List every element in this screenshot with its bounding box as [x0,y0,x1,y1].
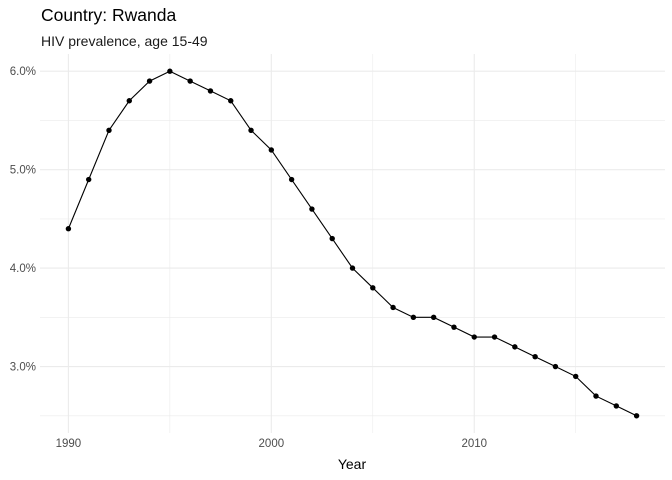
data-series [65,68,640,419]
data-point [86,176,92,183]
data-point [430,314,437,321]
data-point [146,78,153,84]
y-tick-label: 6.0% [10,66,36,78]
x-axis-ticks: 1990 2000 2010 [56,438,487,450]
data-point [167,68,173,74]
data-point [633,413,640,419]
y-tick-label: 5.0% [10,165,36,177]
y-tick-label: 3.0% [10,362,36,374]
chart-subtitle: HIV prevalence, age 15-49 [41,33,208,49]
data-point [532,354,538,360]
data-point [248,127,254,133]
y-tick-label: 4.0% [10,263,36,275]
x-tick-label: 2000 [259,438,285,450]
data-point [552,363,559,370]
data-point [309,206,315,212]
data-point [329,235,335,242]
data-point [288,176,295,183]
y-axis-ticks: 3.0% 4.0% 5.0% 6.0% [10,66,36,373]
data-point [451,324,457,330]
data-point [349,265,356,271]
data-point [65,226,72,232]
data-point [613,403,619,409]
data-point [410,314,417,321]
data-point [573,373,579,380]
x-tick-label: 2010 [461,438,487,450]
x-axis-title: Year [338,456,367,472]
data-point [370,285,376,291]
data-point [187,78,193,84]
data-point [471,334,477,340]
series-line [67,70,637,417]
data-point [491,334,498,340]
data-point [512,344,518,350]
data-point [126,98,132,104]
data-point [207,88,214,94]
data-point [593,393,599,399]
data-point [268,147,275,153]
data-point [390,304,396,311]
data-point [106,127,112,133]
grid-lines [40,54,665,433]
chart-title: Country: Rwanda [41,5,177,25]
data-point [228,98,234,104]
x-tick-label: 1990 [56,438,82,450]
